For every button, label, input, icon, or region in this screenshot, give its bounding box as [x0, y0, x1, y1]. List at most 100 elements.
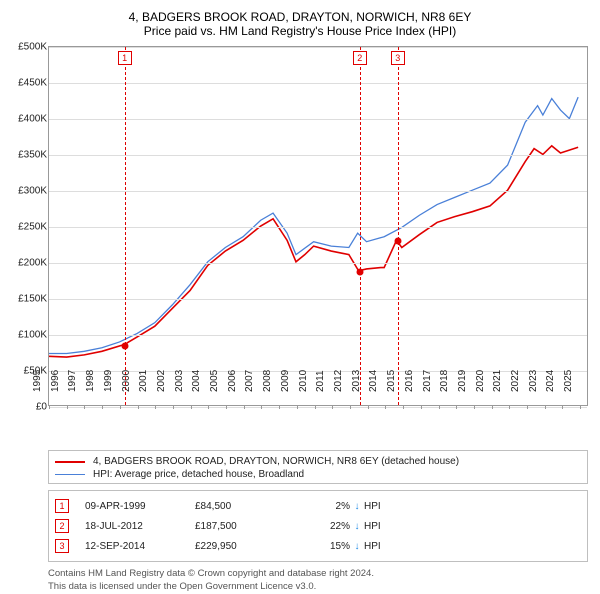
y-tick-label: £250K [7, 222, 47, 233]
series-hpi [49, 97, 578, 353]
arrow-down-icon: ↓ [350, 501, 364, 512]
title-address: 4, BADGERS BROOK ROAD, DRAYTON, NORWICH,… [12, 10, 588, 24]
x-tick-label: 2020 [475, 370, 486, 392]
chart-container: 4, BADGERS BROOK ROAD, DRAYTON, NORWICH,… [0, 0, 600, 590]
gridline-h [49, 119, 587, 120]
x-tick-label: 2021 [492, 370, 503, 392]
title-block: 4, BADGERS BROOK ROAD, DRAYTON, NORWICH,… [12, 10, 588, 38]
arrow-down-icon: ↓ [350, 521, 364, 532]
transaction-price: £229,950 [195, 541, 290, 552]
x-tick-label: 2008 [262, 370, 273, 392]
transaction-date: 12-SEP-2014 [85, 541, 195, 552]
line-chart: £0£50K£100K£150K£200K£250K£300K£350K£400… [48, 46, 588, 406]
transaction-hpi-label: HPI [364, 501, 394, 512]
credit-line: Contains HM Land Registry data © Crown c… [48, 568, 588, 581]
transaction-date: 18-JUL-2012 [85, 521, 195, 532]
transaction-hpi-label: HPI [364, 521, 394, 532]
legend-label: 4, BADGERS BROOK ROAD, DRAYTON, NORWICH,… [93, 456, 459, 467]
x-tick-label: 2004 [191, 370, 202, 392]
y-tick-label: £200K [7, 258, 47, 269]
credit-line: This data is licensed under the Open Gov… [48, 581, 588, 594]
x-axis: 1995199619971998199920002001200220032004… [36, 376, 576, 416]
x-tick-label: 2006 [227, 370, 238, 392]
event-dot [356, 269, 363, 276]
y-tick-label: £350K [7, 150, 47, 161]
event-line [360, 47, 361, 405]
series-price_paid [49, 146, 578, 357]
x-tick-label: 2016 [404, 370, 415, 392]
transaction-row: 1 09-APR-1999£84,5002%↓HPI [55, 496, 581, 516]
y-tick-label: £100K [7, 330, 47, 341]
x-tick-label: 2015 [386, 370, 397, 392]
legend-label: HPI: Average price, detached house, Broa… [93, 469, 304, 480]
legend-row: 4, BADGERS BROOK ROAD, DRAYTON, NORWICH,… [55, 455, 581, 468]
legend-row: HPI: Average price, detached house, Broa… [55, 468, 581, 481]
x-tick-label: 2011 [315, 370, 326, 392]
x-tick-label: 2010 [298, 370, 309, 392]
transaction-price: £187,500 [195, 521, 290, 532]
title-subtitle: Price paid vs. HM Land Registry's House … [12, 24, 588, 38]
event-line [398, 47, 399, 405]
gridline-h [49, 263, 587, 264]
gridline-h [49, 47, 587, 48]
x-tick-label: 2005 [209, 370, 220, 392]
gridline-h [49, 227, 587, 228]
x-tick-label: 2000 [121, 370, 132, 392]
x-tick-label: 2024 [545, 370, 556, 392]
x-tick-label: 2022 [510, 370, 521, 392]
x-tick-label: 1998 [85, 370, 96, 392]
y-tick-label: £400K [7, 114, 47, 125]
transactions-table: 109-APR-1999£84,5002%↓HPI218-JUL-2012£18… [48, 490, 588, 562]
x-tick-label: 2014 [368, 370, 379, 392]
y-axis: £0£50K£100K£150K£200K£250K£300K£350K£400… [7, 47, 47, 405]
arrow-down-icon: ↓ [350, 541, 364, 552]
x-tick-label: 1997 [67, 370, 78, 392]
transaction-row: 2 18-JUL-2012£187,50022%↓HPI [55, 516, 581, 536]
x-tick-mark [580, 405, 581, 409]
legend-swatch [55, 461, 85, 463]
x-tick-label: 1995 [32, 370, 43, 392]
event-dot [394, 238, 401, 245]
x-tick-label: 2023 [528, 370, 539, 392]
transaction-pct: 22% [290, 521, 350, 532]
y-tick-label: £300K [7, 186, 47, 197]
event-marker-box: 3 [391, 51, 405, 65]
transaction-num: 3 [55, 539, 69, 553]
x-tick-label: 2017 [422, 370, 433, 392]
gridline-h [49, 335, 587, 336]
transaction-num: 1 [55, 499, 69, 513]
gridline-h [49, 191, 587, 192]
transaction-num: 2 [55, 519, 69, 533]
event-marker-box: 2 [353, 51, 367, 65]
transaction-date: 09-APR-1999 [85, 501, 195, 512]
x-tick-label: 1996 [50, 370, 61, 392]
x-tick-label: 2001 [138, 370, 149, 392]
x-tick-label: 2012 [333, 370, 344, 392]
transaction-hpi-label: HPI [364, 541, 394, 552]
event-marker-box: 1 [118, 51, 132, 65]
x-tick-label: 2003 [174, 370, 185, 392]
y-tick-label: £450K [7, 78, 47, 89]
x-tick-label: 2007 [244, 370, 255, 392]
x-tick-label: 2019 [457, 370, 468, 392]
plot-area [49, 47, 587, 405]
event-line [125, 47, 126, 405]
legend: 4, BADGERS BROOK ROAD, DRAYTON, NORWICH,… [48, 450, 588, 484]
x-tick-label: 1999 [103, 370, 114, 392]
gridline-h [49, 299, 587, 300]
gridline-h [49, 83, 587, 84]
gridline-h [49, 155, 587, 156]
transaction-price: £84,500 [195, 501, 290, 512]
legend-swatch [55, 474, 85, 475]
x-tick-label: 2002 [156, 370, 167, 392]
transaction-row: 3 12-SEP-2014£229,95015%↓HPI [55, 536, 581, 556]
transaction-pct: 2% [290, 501, 350, 512]
y-tick-label: £150K [7, 294, 47, 305]
x-tick-label: 2018 [439, 370, 450, 392]
x-tick-label: 2009 [280, 370, 291, 392]
x-tick-label: 2013 [351, 370, 362, 392]
y-tick-label: £500K [7, 42, 47, 53]
event-dot [121, 343, 128, 350]
transaction-pct: 15% [290, 541, 350, 552]
x-tick-label: 2025 [563, 370, 574, 392]
